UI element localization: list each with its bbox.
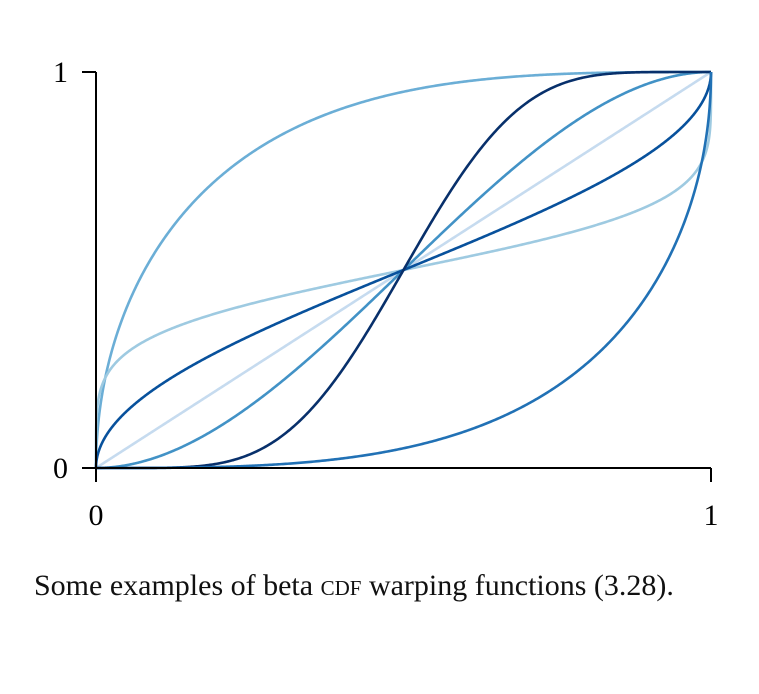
axes: 1 0 0 1 <box>53 56 719 532</box>
y-tick-label-0: 0 <box>53 452 68 485</box>
caption-text-before: Some examples of beta <box>34 569 321 602</box>
caption-smallcaps: cdf <box>320 569 362 602</box>
x-tick-label-0: 0 <box>89 499 104 532</box>
chart: 1 0 0 1 <box>53 56 719 532</box>
caption-text-after: warping functions (3.28). <box>361 569 674 602</box>
y-tick-label-1: 1 <box>53 56 68 89</box>
x-tick-label-1: 1 <box>704 499 719 532</box>
series-layer <box>94 70 713 470</box>
figure-caption: Some examples of beta cdf warping functi… <box>34 566 734 606</box>
